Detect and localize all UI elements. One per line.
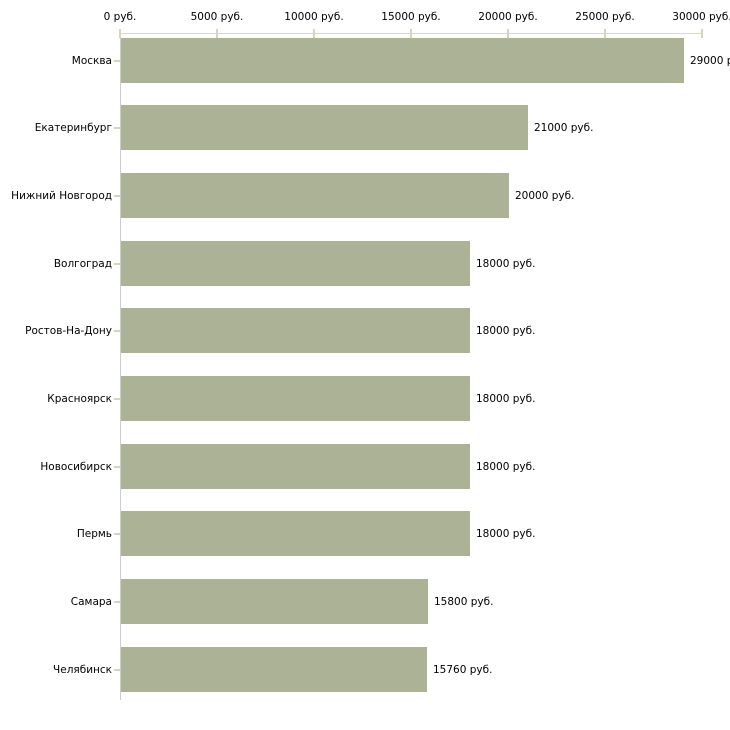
category-tick-mark — [114, 329, 120, 332]
x-axis-tick-label: 20000 руб. — [478, 11, 538, 23]
category-tick-mark — [114, 465, 120, 468]
category-label: Ростов-На-Дону — [25, 324, 112, 337]
category-label: Челябинск — [53, 663, 112, 676]
x-axis-tick-mark — [507, 29, 509, 38]
value-label: 18000 руб. — [476, 324, 536, 337]
category-tick-mark — [114, 532, 120, 535]
x-axis-tick-label: 0 руб. — [103, 11, 137, 23]
value-label: 18000 руб. — [476, 527, 536, 540]
category-label: Пермь — [76, 527, 112, 540]
x-axis-tick-label: 15000 руб. — [381, 11, 441, 23]
category-label: Нижний Новгород — [11, 189, 112, 202]
category-tick-mark — [114, 262, 120, 265]
value-label: 21000 руб. — [534, 121, 594, 134]
category-label: Москва — [71, 54, 112, 67]
category-label: Новосибирск — [40, 460, 112, 473]
x-axis-tick-mark — [216, 29, 218, 38]
x-axis-tick-label: 10000 руб. — [284, 11, 344, 23]
value-label: 20000 руб. — [515, 189, 575, 202]
category-tick-mark — [114, 59, 120, 62]
bar — [121, 241, 470, 286]
category-label: Екатеринбург — [34, 121, 112, 134]
value-label: 18000 руб. — [476, 460, 536, 473]
bar — [121, 444, 470, 489]
category-tick-mark — [114, 194, 120, 197]
bar — [121, 511, 470, 556]
value-label: 18000 руб. — [476, 392, 536, 405]
bar — [121, 579, 428, 624]
bar — [121, 376, 470, 421]
y-axis-line — [120, 33, 121, 700]
x-axis-tick-label: 5000 руб. — [190, 11, 244, 23]
bar — [121, 647, 427, 692]
x-axis-tick-mark — [119, 29, 121, 38]
category-tick-mark — [114, 668, 120, 671]
bar — [121, 38, 684, 83]
category-label: Красноярск — [47, 392, 112, 405]
bar — [121, 105, 528, 150]
value-label: 18000 руб. — [476, 257, 536, 270]
x-axis-tick-mark — [604, 29, 606, 38]
bar — [121, 173, 509, 218]
x-axis-tick-label: 30000 руб. — [672, 11, 730, 23]
x-axis-tick-mark — [701, 29, 703, 38]
category-tick-mark — [114, 397, 120, 400]
category-tick-mark — [114, 126, 120, 129]
bar — [121, 308, 470, 353]
value-label: 15760 руб. — [433, 663, 493, 676]
x-axis-tick-mark — [410, 29, 412, 38]
category-tick-mark — [114, 600, 120, 603]
value-label: 29000 р — [690, 54, 730, 67]
x-axis-tick-mark — [313, 29, 315, 38]
category-label: Волгоград — [53, 257, 112, 270]
value-label: 15800 руб. — [434, 595, 494, 608]
category-label: Самара — [70, 595, 112, 608]
x-axis-tick-label: 25000 руб. — [575, 11, 635, 23]
